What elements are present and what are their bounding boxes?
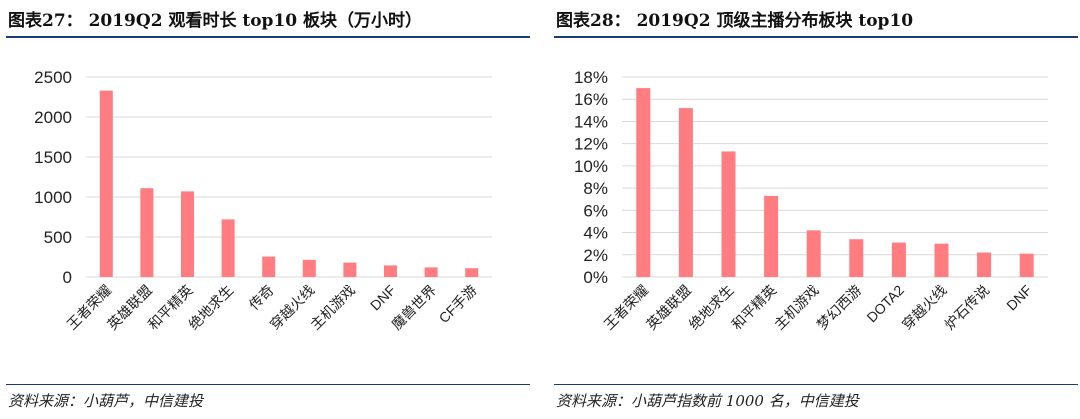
- chart-source: 资料来源：小葫芦指数前 1000 名，中信建投: [556, 392, 859, 410]
- y-tick-label: 500: [44, 228, 72, 247]
- x-tick-label: DNF: [1003, 282, 1035, 314]
- y-tick-label: 1000: [34, 188, 72, 207]
- bar: [849, 239, 864, 277]
- y-tick-label: 8%: [583, 179, 608, 198]
- bar: [262, 256, 276, 277]
- bar: [302, 259, 316, 277]
- title-divider: [554, 36, 1078, 38]
- chart-source: 资料来源：小葫芦，中信建投: [8, 392, 204, 410]
- bar: [977, 252, 992, 277]
- bar: [636, 88, 651, 277]
- bar: [764, 195, 779, 277]
- x-tick-label: 穿越火线: [899, 282, 950, 333]
- y-tick-label: 2000: [34, 108, 72, 127]
- bar: [343, 262, 357, 277]
- bar: [721, 151, 736, 277]
- chart-title: 图表28： 2019Q2 顶级主播分布板块 top10: [556, 11, 914, 31]
- x-tick-label: 炉石传说: [941, 282, 992, 333]
- chart-panel-watch-time: 图表27： 2019Q2 观看时长 top10 板块（万小时） 0 500 1000…: [6, 0, 534, 419]
- bar: [891, 242, 906, 277]
- bar: [424, 267, 438, 277]
- x-tick-label: 王者荣耀: [601, 282, 652, 333]
- y-tick-label: 0: [63, 268, 72, 287]
- y-tick-label: 12%: [574, 135, 608, 154]
- x-tick-label: 英雄联盟: [643, 282, 694, 333]
- x-tick-label: 梦幻西游: [814, 282, 865, 333]
- x-tick-label: 绝地求生: [185, 282, 236, 333]
- y-tick-label: 10%: [574, 157, 608, 176]
- chart-title: 图表27： 2019Q2 观看时长 top10 板块（万小时）: [8, 11, 423, 31]
- y-tick-label: 6%: [583, 201, 608, 220]
- x-tick-label: 和平精英: [728, 282, 779, 333]
- y-tick-label: 18%: [574, 68, 608, 87]
- x-tick-label: 传奇: [246, 282, 277, 313]
- x-tick-label: DNF: [367, 282, 399, 314]
- source-divider: [554, 384, 1078, 385]
- x-tick-label: 主机游戏: [307, 282, 358, 333]
- bar: [1019, 253, 1034, 277]
- bar: [181, 191, 194, 277]
- y-tick-label: 4%: [583, 224, 608, 243]
- bar: [806, 230, 821, 277]
- y-tick-label: 14%: [574, 112, 608, 131]
- chart-panel-top-streamers: 图表28： 2019Q2 顶级主播分布板块 top10 0% 2% 4% 6% 8% 10…: [554, 0, 1080, 419]
- y-tick-label: 16%: [574, 90, 608, 109]
- x-tick-label: 魔兽世界: [388, 282, 439, 333]
- bar: [140, 188, 154, 277]
- bar: [934, 243, 949, 277]
- title-divider: [6, 36, 530, 38]
- bar: [221, 219, 235, 277]
- x-tick-label: 主机游戏: [771, 282, 822, 333]
- y-tick-label: 1500: [34, 148, 72, 167]
- bar: [384, 265, 397, 277]
- bar: [99, 90, 113, 277]
- x-tick-label: CF手游: [436, 282, 480, 326]
- bar: [678, 108, 693, 277]
- top-streamer-share-bar-chart: 0% 2% 4% 6% 8% 10% 12% 14% 16% 18% 王者荣耀英雄联盟绝地求生和平精…: [574, 68, 1048, 333]
- y-tick-label: 2500: [34, 68, 72, 87]
- y-tick-label: 0%: [583, 268, 608, 287]
- y-tick-label: 2%: [583, 246, 608, 265]
- x-tick-label: 绝地求生: [686, 282, 737, 333]
- source-divider: [6, 384, 530, 385]
- bar: [465, 268, 479, 277]
